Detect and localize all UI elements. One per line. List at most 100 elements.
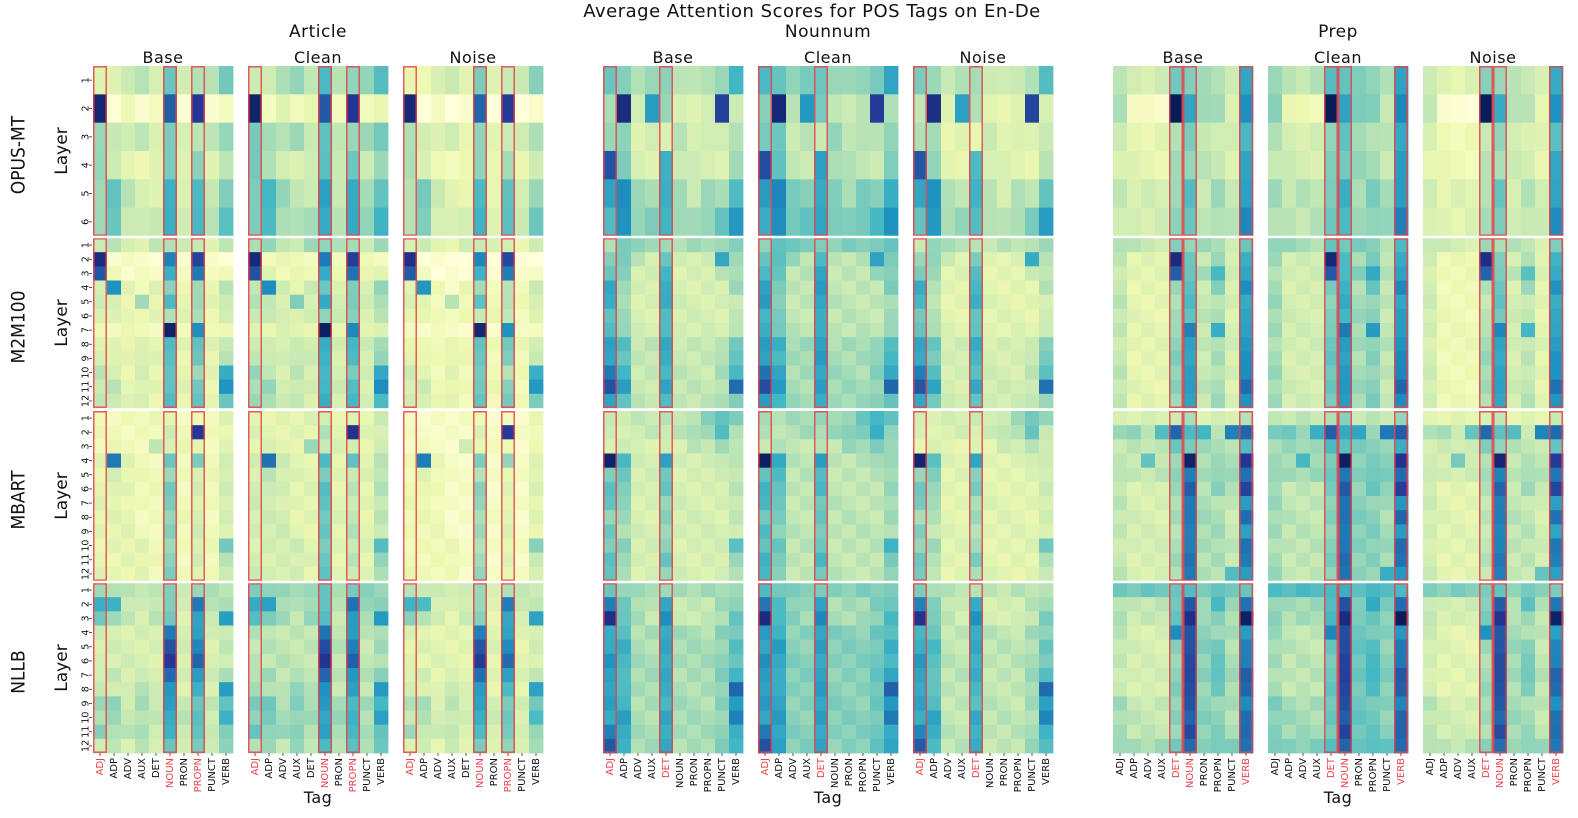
heatmap-cell: [969, 66, 984, 95]
heatmap-cell: [1366, 365, 1381, 381]
heatmap-cell: [1437, 439, 1452, 454]
heatmap-cell: [1011, 266, 1026, 281]
heatmap-cell: [1394, 393, 1409, 409]
heatmap-cell: [1239, 252, 1254, 267]
heatmap-cell: [374, 653, 389, 669]
heatmap-cell: [1296, 151, 1311, 180]
heatmap-cell: [332, 425, 347, 440]
heatmap-cell: [1535, 583, 1550, 598]
heatmap-cell: [941, 625, 956, 641]
y-tick-label: 3: [81, 615, 92, 621]
heatmap-cell: [501, 552, 516, 568]
heatmap-cell: [1141, 66, 1156, 95]
heatmap-cell: [659, 337, 674, 352]
heatmap-cell: [248, 122, 263, 152]
heatmap-cell: [417, 294, 432, 310]
heatmap-cell: [1197, 294, 1212, 310]
heatmap-cell: [645, 66, 660, 95]
heatmap-cell: [1394, 538, 1409, 554]
heatmap-cell: [1465, 151, 1480, 180]
heatmap-cell: [290, 510, 305, 525]
heatmap-cell: [1025, 625, 1040, 641]
heatmap-cell: [1394, 294, 1409, 310]
heatmap-cell: [318, 238, 333, 253]
heatmap-cell: [431, 294, 446, 310]
heatmap-cell: [1197, 94, 1212, 124]
heatmap-cell: [219, 365, 234, 381]
y-tick-label: 11: [81, 381, 92, 393]
heatmap-cell: [248, 566, 263, 582]
heatmap-cell: [1011, 379, 1026, 395]
heatmap-cell: [1366, 393, 1381, 409]
x-tick-label: PUNCT: [517, 757, 528, 792]
heatmap-cell: [1535, 280, 1550, 296]
heatmap-cell: [262, 625, 277, 641]
heatmap-cell: [842, 510, 857, 525]
x-tick-label: ADJ: [915, 758, 926, 776]
heatmap-cell: [1521, 411, 1536, 426]
heatmap-cell: [913, 682, 928, 697]
heatmap-cell: [1127, 481, 1142, 497]
heatmap-cell: [1183, 611, 1198, 626]
heatmap-cell: [459, 481, 474, 497]
heatmap-cell: [431, 724, 446, 740]
heatmap-cell: [304, 738, 319, 754]
heatmap-cell: [1352, 425, 1367, 440]
highlight-frame-verb: [1394, 66, 1408, 236]
heatmap-cell: [529, 411, 544, 426]
heatmap-cell: [473, 266, 488, 281]
heatmap-cell: [603, 323, 618, 338]
heatmap-cell: [205, 252, 220, 267]
heatmap-cell: [729, 510, 744, 525]
heatmap-cell: [1039, 467, 1054, 483]
heatmap-cell: [1423, 653, 1438, 669]
heatmap-cell: [701, 538, 716, 554]
heatmap-cell: [1310, 252, 1325, 267]
heatmap-cell: [701, 524, 716, 539]
heatmap-cell: [219, 696, 234, 711]
heatmap-cell: [997, 280, 1012, 296]
heatmap-cell: [941, 653, 956, 669]
heatmap-cell: [786, 94, 801, 124]
x-tick-label: PROPN: [348, 758, 359, 792]
heatmap-cell: [93, 266, 108, 281]
heatmap-cell: [1493, 425, 1508, 440]
heatmap-cell: [955, 252, 970, 267]
heatmap-cell: [1549, 266, 1564, 281]
heatmap-cell: [870, 151, 885, 180]
heatmap-cell: [1127, 238, 1142, 253]
heatmap-cell: [701, 294, 716, 310]
heatmap-cell: [772, 696, 787, 711]
heatmap-cell: [473, 625, 488, 641]
heatmap-cell: [1479, 351, 1494, 366]
heatmap-cell: [445, 365, 460, 381]
heatmap-cell: [1169, 411, 1184, 426]
heatmap-cell: [786, 653, 801, 669]
heatmap-cell: [1113, 481, 1128, 497]
heatmap-cell: [1113, 351, 1128, 366]
heatmap-cell: [997, 425, 1012, 440]
heatmap-cell: [997, 524, 1012, 539]
heatmap-cell: [913, 583, 928, 598]
heatmap-cell: [177, 337, 192, 352]
heatmap-cell: [459, 122, 474, 152]
heatmap-cell: [1155, 238, 1170, 253]
heatmap-cell: [1521, 611, 1536, 626]
heatmap-cell: [927, 738, 942, 754]
heatmap-cell: [1338, 653, 1353, 669]
heatmap-cell: [1451, 625, 1466, 641]
heatmap-cell: [842, 538, 857, 554]
heatmap-cell: [149, 308, 164, 324]
heatmap-cell: [248, 583, 263, 598]
heatmap-cell: [856, 738, 871, 754]
heatmap-cell: [884, 682, 899, 697]
heatmap-cell: [529, 122, 544, 152]
heatmap-cell: [417, 207, 432, 237]
y-axis-label: Layer: [52, 299, 72, 346]
heatmap-cell: [673, 238, 688, 253]
heatmap-cell: [346, 696, 361, 711]
heatmap-cell: [346, 453, 361, 469]
heatmap-cell: [107, 639, 122, 655]
heatmap-cell: [177, 207, 192, 237]
